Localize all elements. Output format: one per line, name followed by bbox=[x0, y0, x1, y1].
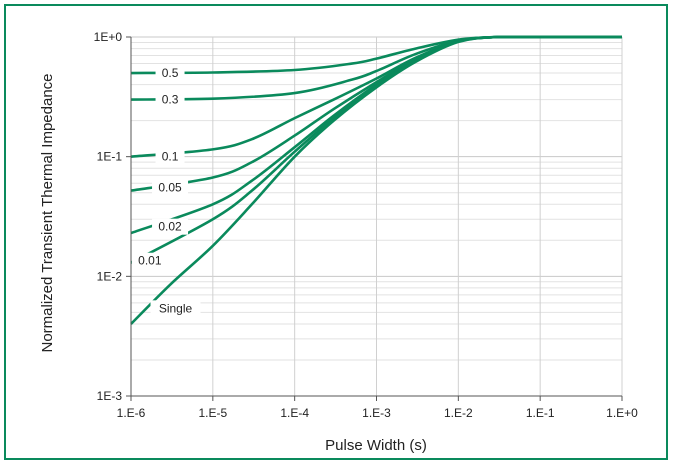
series-label-bg bbox=[150, 300, 201, 317]
series-label: Single bbox=[159, 301, 193, 315]
y-axis-title: Normalized Transient Thermal Impedance bbox=[39, 73, 56, 352]
series-label-bg bbox=[152, 218, 189, 235]
series-line bbox=[130, 35, 622, 325]
x-tick-label: 1.E-6 bbox=[117, 406, 146, 420]
x-tick-label: 1.E-5 bbox=[198, 406, 227, 420]
series-label: 0.3 bbox=[162, 93, 179, 107]
x-axis-title: Pulse Width (s) bbox=[325, 437, 427, 454]
y-tick-label: 1E-1 bbox=[97, 150, 123, 164]
series-label: 0.01 bbox=[138, 254, 162, 268]
x-tick-label: 1.E-3 bbox=[362, 406, 391, 420]
series-label: 0.02 bbox=[158, 220, 182, 234]
y-tick-label: 1E+0 bbox=[94, 30, 123, 44]
curves bbox=[130, 35, 622, 325]
series-label-bg bbox=[152, 179, 189, 196]
series-label: 0.5 bbox=[162, 66, 179, 80]
y-tick-label: 1E-3 bbox=[97, 389, 123, 403]
x-tick-label: 1.E+0 bbox=[606, 406, 638, 420]
y-tick-label: 1E-2 bbox=[97, 269, 123, 283]
series-label-bg bbox=[131, 252, 168, 269]
series-label-bg bbox=[155, 148, 185, 165]
chart-frame bbox=[4, 4, 668, 460]
series-label: 0.05 bbox=[158, 181, 182, 195]
curve-labels: 0.5 0.3 0.1 0.05 0.02 0.01 Single bbox=[131, 65, 201, 317]
grid bbox=[130, 36, 623, 397]
series-label: 0.1 bbox=[162, 150, 179, 164]
series-label-bg bbox=[155, 65, 185, 82]
axes: 1.E-6 1.E-5 1.E-4 1.E-3 1.E-2 1.E-1 1.E+0 1E+0 1… bbox=[94, 30, 639, 420]
x-tick-label: 1.E-4 bbox=[280, 406, 309, 420]
x-tick-label: 1.E-1 bbox=[526, 406, 555, 420]
x-tick-label: 1.E-2 bbox=[444, 406, 473, 420]
series-label-bg bbox=[155, 91, 185, 108]
